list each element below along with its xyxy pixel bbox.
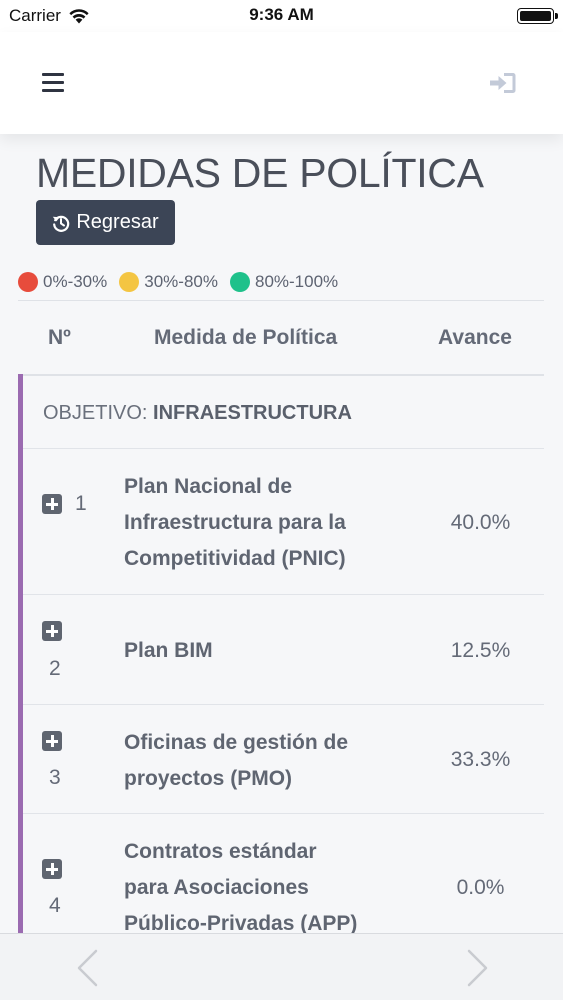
header-progress: Avance bbox=[438, 326, 512, 349]
back-button[interactable]: Regresar bbox=[36, 200, 175, 245]
table-header: Nº Medida de Política Avance bbox=[18, 301, 544, 375]
measure-line: Plan BIM bbox=[124, 639, 213, 662]
measure-line: Infraestructura para la bbox=[124, 511, 346, 534]
progress-legend: 0%-30% 30%-80% 80%-100% bbox=[18, 272, 350, 292]
status-bar: Carrier 9:36 AM bbox=[0, 0, 563, 32]
red-dot-icon bbox=[18, 272, 38, 292]
green-dot-icon bbox=[229, 272, 250, 292]
measure-line: proyectos (PMO) bbox=[124, 767, 293, 790]
measure-name: Contratos estándar para Asociaciones Púb… bbox=[124, 834, 414, 942]
table-row[interactable]: 1 Plan Nacional de Infraestructura para … bbox=[23, 449, 544, 595]
header-divider bbox=[18, 374, 544, 376]
browser-toolbar bbox=[0, 933, 563, 1000]
progress-value: 0.0% bbox=[456, 876, 505, 899]
row-number: 3 bbox=[49, 766, 61, 789]
table-row[interactable]: 2 Plan BIM 12.5% bbox=[23, 595, 544, 705]
measure-line: Competitividad (PNIC) bbox=[124, 547, 346, 570]
measure-name: Plan BIM bbox=[124, 633, 414, 669]
history-icon bbox=[53, 215, 70, 232]
header-measure: Medida de Política bbox=[154, 326, 338, 349]
divider bbox=[18, 300, 544, 301]
sign-in-icon[interactable] bbox=[489, 71, 517, 95]
wifi-icon bbox=[69, 9, 89, 24]
legend-item-low: 0%-30% bbox=[18, 272, 107, 292]
legend-label: 30%-80% bbox=[144, 272, 218, 291]
measure-name: Oficinas de gestión de proyectos (PMO) bbox=[124, 725, 414, 797]
table-row[interactable]: 4 Contratos estándar para Asociaciones P… bbox=[23, 814, 544, 960]
objective-prefix: OBJETIVO: bbox=[43, 402, 148, 424]
progress-value: 33.3% bbox=[450, 748, 511, 771]
status-time: 9:36 AM bbox=[249, 5, 314, 24]
chevron-right-icon[interactable] bbox=[465, 948, 491, 988]
top-navbar bbox=[0, 32, 563, 134]
objective-accent-bar bbox=[18, 374, 23, 1000]
measure-name: Plan Nacional de Infraestructura para la… bbox=[124, 469, 414, 577]
page-title: MEDIDAS DE POLÍTICA bbox=[36, 150, 484, 196]
objective-name: INFRAESTRUCTURA bbox=[153, 402, 352, 424]
header-number: Nº bbox=[48, 326, 71, 349]
battery-icon bbox=[517, 8, 558, 24]
row-number: 2 bbox=[49, 657, 61, 680]
chevron-left-icon[interactable] bbox=[74, 948, 100, 988]
measure-line: para Asociaciones bbox=[124, 876, 309, 899]
legend-label: 0%-30% bbox=[43, 272, 108, 291]
carrier-info: Carrier bbox=[9, 6, 90, 26]
legend-item-mid: 30%-80% bbox=[119, 272, 218, 292]
plus-square-icon[interactable] bbox=[42, 621, 62, 641]
progress-value: 40.0% bbox=[450, 511, 511, 534]
carrier-label: Carrier bbox=[9, 6, 61, 25]
row-number: 4 bbox=[49, 894, 61, 917]
plus-square-icon[interactable] bbox=[42, 494, 62, 514]
row-number: 1 bbox=[75, 492, 87, 515]
plus-square-icon[interactable] bbox=[42, 731, 62, 751]
plus-square-icon[interactable] bbox=[42, 859, 62, 879]
back-button-label: Regresar bbox=[76, 211, 159, 233]
legend-item-high: 80%-100% bbox=[229, 272, 339, 292]
objective-row: OBJETIVO: INFRAESTRUCTURA bbox=[23, 375, 544, 449]
measure-line: Plan Nacional de bbox=[124, 475, 293, 498]
progress-value: 12.5% bbox=[450, 639, 511, 662]
measure-line: Contratos estándar bbox=[124, 840, 317, 863]
measure-line: Público-Privadas (APP) bbox=[124, 912, 358, 935]
table-row[interactable]: 3 Oficinas de gestión de proyectos (PMO)… bbox=[23, 705, 544, 814]
yellow-dot-icon bbox=[119, 272, 140, 292]
measure-line: Oficinas de gestión de bbox=[124, 731, 349, 754]
legend-label: 80%-100% bbox=[254, 272, 339, 291]
hamburger-icon[interactable] bbox=[42, 73, 66, 93]
